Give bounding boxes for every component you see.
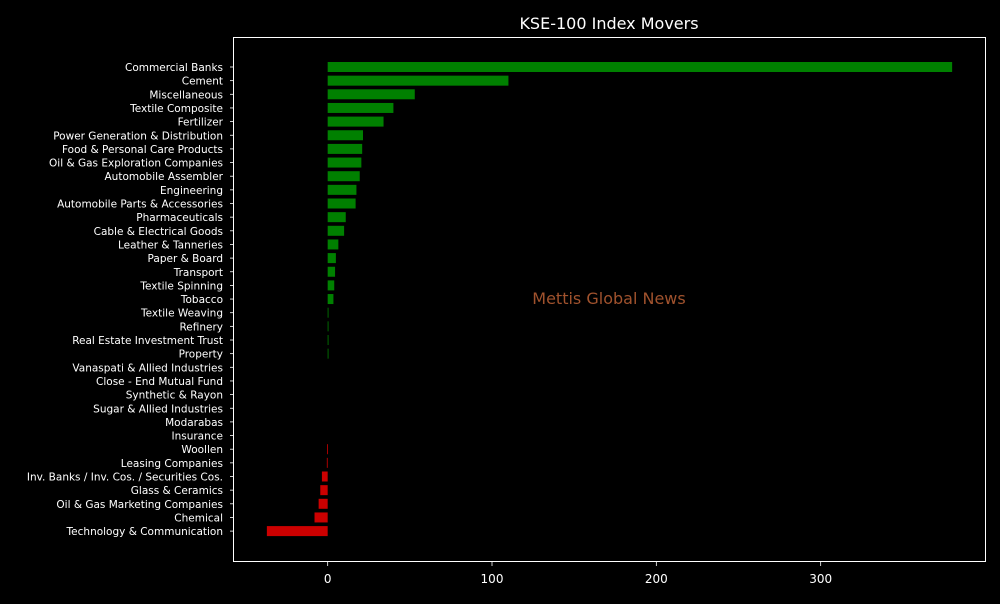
category-label: Glass & Ceramics	[131, 485, 223, 497]
category-label: Engineering	[160, 185, 223, 197]
bar	[327, 62, 953, 72]
bar	[321, 471, 328, 482]
bar	[327, 198, 356, 209]
bar	[327, 75, 509, 86]
x-tick-label: 0	[324, 572, 332, 586]
bar	[327, 116, 384, 127]
category-label: Oil & Gas Exploration Companies	[49, 158, 223, 170]
bar	[327, 184, 357, 195]
plot-area-frame	[233, 37, 986, 562]
bar	[327, 266, 336, 277]
category-label: Close - End Mutual Fund	[96, 376, 223, 388]
bar	[266, 526, 328, 537]
category-label: Food & Personal Care Products	[62, 144, 223, 156]
bar	[327, 280, 335, 291]
category-label: Woollen	[181, 444, 223, 456]
category-label: Modarabas	[165, 417, 223, 429]
category-label: Leasing Companies	[121, 458, 223, 470]
bar	[327, 253, 336, 264]
category-label: Power Generation & Distribution	[53, 130, 223, 142]
bar	[327, 307, 329, 318]
bar	[320, 485, 328, 496]
bar	[327, 171, 360, 182]
x-tick-label: 100	[481, 572, 504, 586]
category-label: Real Estate Investment Trust	[72, 335, 223, 347]
category-label: Textile Composite	[129, 103, 223, 115]
category-label: Textile Spinning	[139, 280, 223, 292]
category-label: Chemical	[174, 512, 223, 524]
bar	[327, 348, 329, 359]
bar	[327, 239, 339, 250]
category-label: Automobile Parts & Accessories	[57, 199, 223, 211]
category-label: Sugar & Allied Industries	[93, 403, 223, 415]
category-label: Textile Weaving	[140, 308, 223, 320]
category-label: Refinery	[179, 321, 223, 333]
category-label: Inv. Banks / Inv. Cos. / Securities Cos.	[27, 472, 223, 484]
category-label: Automobile Assembler	[105, 171, 224, 183]
x-tick-label: 300	[809, 572, 832, 586]
category-label: Tobacco	[180, 294, 223, 306]
bar	[327, 89, 415, 100]
category-label: Paper & Board	[148, 253, 223, 265]
category-label: Leather & Tanneries	[118, 239, 223, 251]
category-label: Vanaspati & Allied Industries	[72, 362, 223, 374]
category-label: Insurance	[171, 431, 223, 443]
chart-title: KSE-100 Index Movers	[519, 14, 698, 33]
bar	[314, 512, 328, 523]
bar	[327, 444, 328, 455]
bar	[327, 294, 334, 305]
category-label: Cement	[182, 76, 223, 88]
category-label: Cable & Electrical Goods	[94, 226, 223, 238]
bar	[327, 225, 345, 236]
bar	[327, 321, 329, 332]
category-label: Transport	[173, 267, 223, 279]
bar	[327, 143, 363, 154]
category-label: Commercial Banks	[125, 62, 223, 74]
category-label: Miscellaneous	[149, 89, 223, 101]
category-label: Oil & Gas Marketing Companies	[56, 499, 223, 511]
category-label: Fertilizer	[178, 117, 224, 129]
bar	[327, 335, 329, 345]
category-label: Synthetic & Rayon	[126, 390, 223, 402]
bar	[326, 457, 328, 468]
watermark-annotation: Mettis Global News	[532, 289, 685, 308]
category-label: Technology & Communication	[66, 526, 223, 538]
bar	[327, 130, 364, 141]
category-label: Property	[179, 349, 223, 361]
x-tick-label: 200	[645, 572, 668, 586]
bar	[327, 157, 362, 168]
bar	[318, 498, 328, 509]
category-label: Pharmaceuticals	[136, 212, 223, 224]
bar	[327, 212, 346, 223]
bar	[327, 102, 394, 113]
